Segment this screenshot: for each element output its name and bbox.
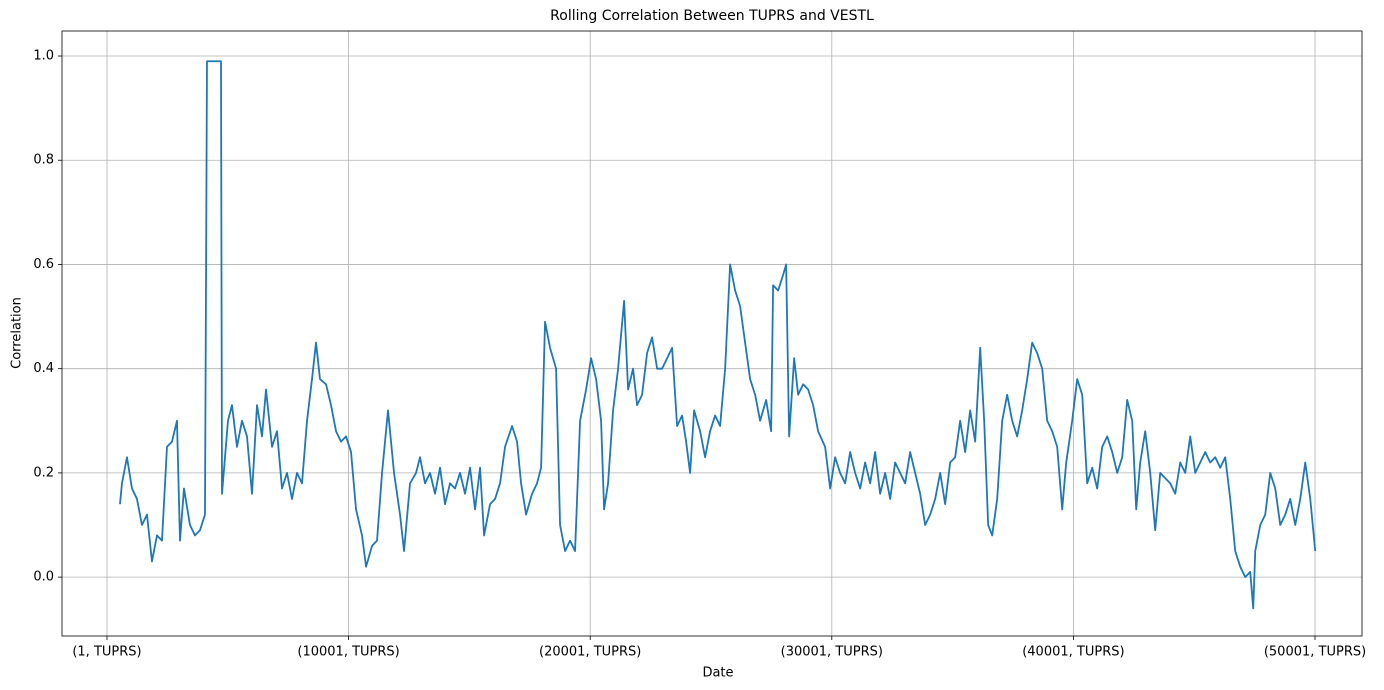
data-line <box>119 60 1317 610</box>
y-tick-label: 0.4 <box>33 361 54 376</box>
y-tick-label: 0.6 <box>33 257 54 272</box>
x-axis-label: Date <box>702 666 733 681</box>
y-tick-label: 0.0 <box>33 570 54 585</box>
x-tick-label: (1, TUPRS) <box>72 645 141 660</box>
y-tick-label: 0.2 <box>33 465 54 480</box>
y-tick-label: 0.8 <box>33 153 54 168</box>
x-tick-label: (40001, TUPRS) <box>1022 645 1124 660</box>
x-tick-label: (10001, TUPRS) <box>297 645 399 660</box>
plot-frame <box>61 30 1363 637</box>
x-tick-label: (20001, TUPRS) <box>539 645 641 660</box>
y-axis-label: Correlation <box>10 297 25 369</box>
x-tick-label: (30001, TUPRS) <box>781 645 883 660</box>
y-tick-label: 1.0 <box>33 49 54 64</box>
x-tick-label: (50001, TUPRS) <box>1264 645 1366 660</box>
chart-title: Rolling Correlation Between TUPRS and VE… <box>550 8 874 24</box>
